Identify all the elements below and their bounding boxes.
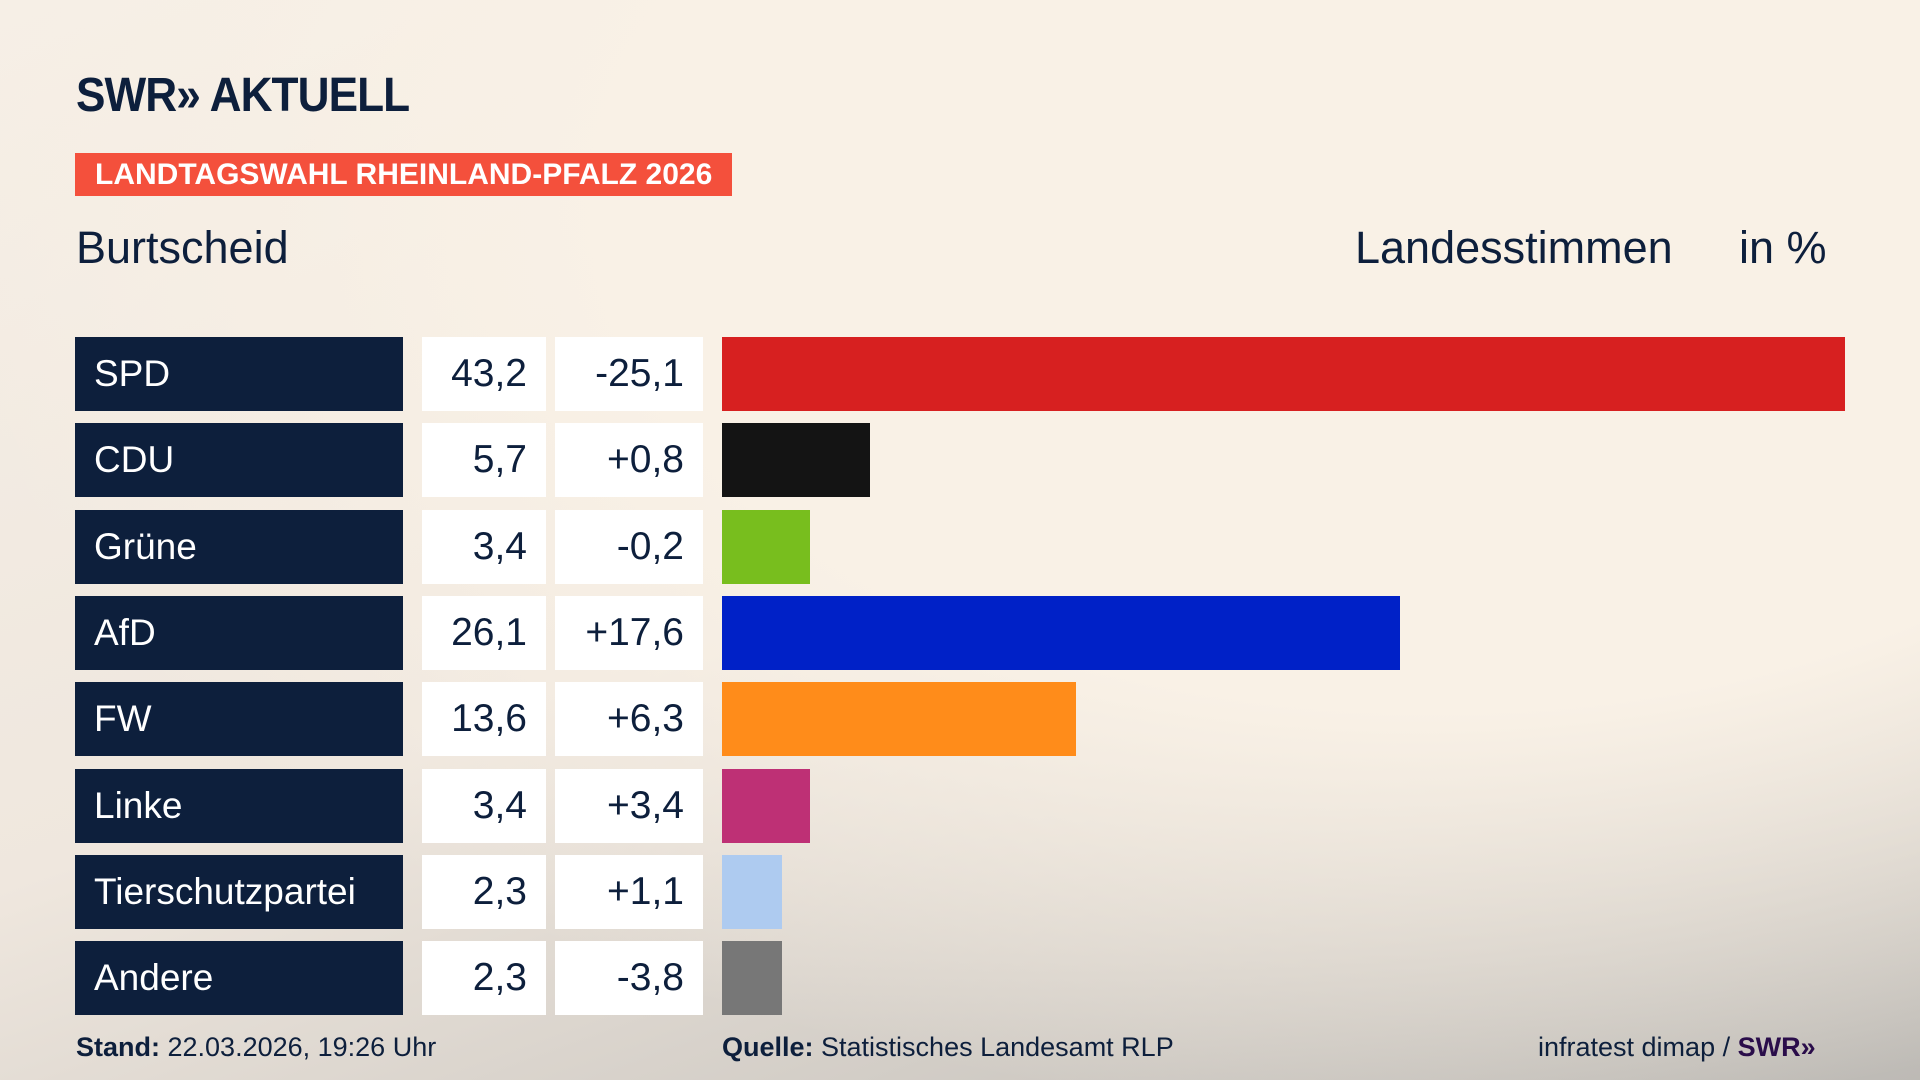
party-row: Linke 3,4 +3,4 xyxy=(0,768,1920,843)
party-value: 43,2 xyxy=(422,337,546,411)
party-row: AfD 26,1 +17,6 xyxy=(0,595,1920,670)
party-name: Grüne xyxy=(75,509,403,584)
unit-label: in % xyxy=(1739,222,1827,273)
swr-aktuell-logo: SWR» AKTUELL xyxy=(76,69,410,122)
party-name: Linke xyxy=(75,768,403,843)
party-diff: +3,4 xyxy=(555,768,703,843)
party-bar xyxy=(722,768,811,843)
party-name: Andere xyxy=(75,941,403,1016)
party-row: Grüne 3,4 -0,2 xyxy=(0,509,1920,584)
party-value: 3,4 xyxy=(422,768,546,843)
party-row: FW 13,6 +6,3 xyxy=(0,682,1920,757)
party-diff: +0,8 xyxy=(555,423,703,498)
election-banner: LANDTAGSWAHL RHEINLAND-PFALZ 2026 xyxy=(75,153,733,196)
stand-value: 22.03.2026, 19:26 Uhr xyxy=(160,1032,437,1062)
swr-logo: SWR» xyxy=(1737,1032,1816,1062)
party-name: AfD xyxy=(75,595,403,670)
party-bar xyxy=(722,423,871,498)
party-value: 26,1 xyxy=(422,595,546,670)
metric-label: Landesstimmen xyxy=(1355,222,1673,273)
party-bar xyxy=(722,595,1401,670)
party-bar xyxy=(722,854,782,929)
party-name: SPD xyxy=(75,337,403,411)
party-value: 5,7 xyxy=(422,423,546,498)
party-bar xyxy=(722,509,811,584)
party-row: Tierschutzpartei 2,3 +1,1 xyxy=(0,854,1920,929)
stand-label: Stand: xyxy=(76,1032,160,1062)
source: Quelle: Statistisches Landesamt RLP xyxy=(722,1032,1174,1063)
source-label: Quelle: xyxy=(722,1032,814,1062)
party-value: 2,3 xyxy=(422,854,546,929)
credit-text: infratest dimap / xyxy=(1538,1032,1738,1062)
stand: Stand: 22.03.2026, 19:26 Uhr xyxy=(76,1032,436,1063)
party-diff: +6,3 xyxy=(555,682,703,757)
party-name: FW xyxy=(75,682,403,757)
party-value: 3,4 xyxy=(422,509,546,584)
party-diff: +1,1 xyxy=(555,854,703,929)
party-name: Tierschutzpartei xyxy=(75,854,403,929)
party-row: SPD 43,2 -25,1 xyxy=(0,337,1920,411)
credit: infratest dimap / SWR» xyxy=(1538,1032,1816,1063)
source-value: Statistisches Landesamt RLP xyxy=(813,1032,1174,1062)
party-name: CDU xyxy=(75,423,403,498)
region-title: Burtscheid xyxy=(76,222,289,273)
party-diff: -3,8 xyxy=(555,941,703,1016)
party-diff: +17,6 xyxy=(555,595,703,670)
party-bar xyxy=(722,941,782,1016)
party-bar xyxy=(722,337,1845,411)
party-value: 13,6 xyxy=(422,682,546,757)
party-row: Andere 2,3 -3,8 xyxy=(0,941,1920,1016)
party-value: 2,3 xyxy=(422,941,546,1016)
party-diff: -25,1 xyxy=(555,337,703,411)
party-bar xyxy=(722,682,1076,757)
party-diff: -0,2 xyxy=(555,509,703,584)
party-row: CDU 5,7 +0,8 xyxy=(0,423,1920,498)
